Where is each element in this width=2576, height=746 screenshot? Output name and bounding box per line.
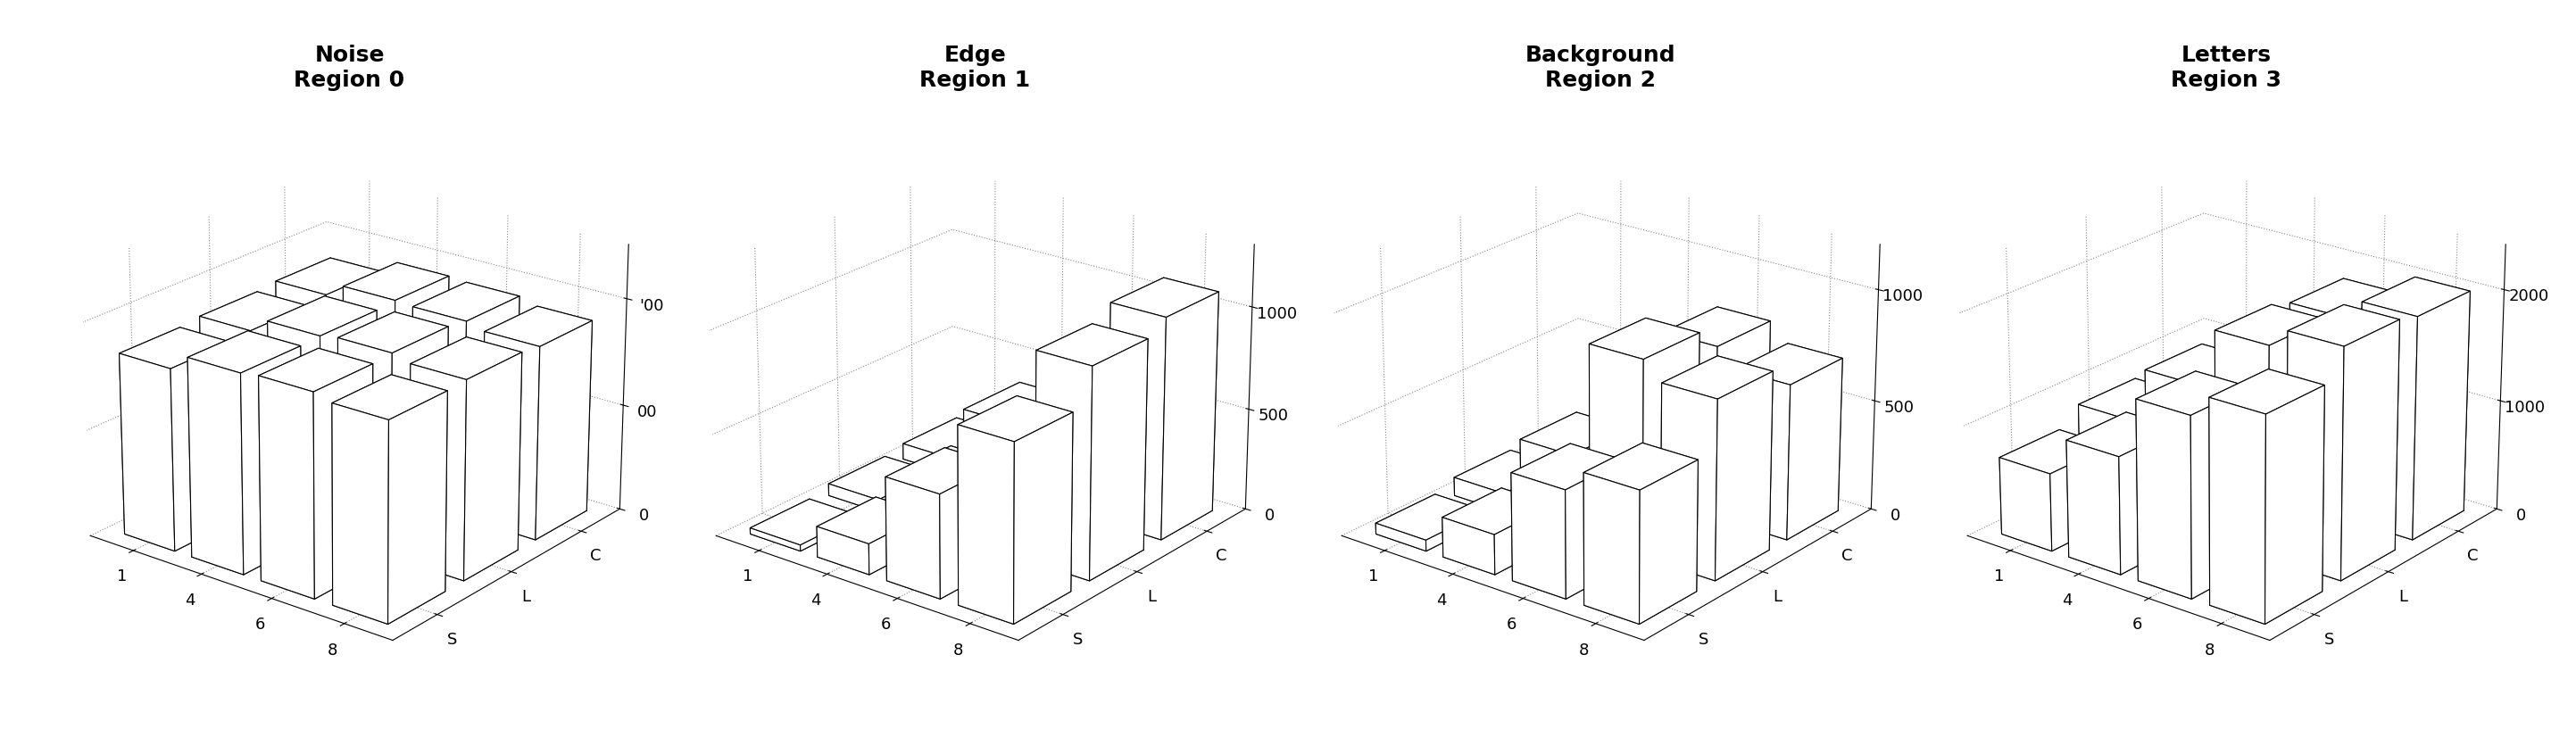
Title: Background
Region 2: Background Region 2 xyxy=(1525,45,1677,91)
Title: Edge
Region 1: Edge Region 1 xyxy=(920,45,1030,91)
Title: Noise
Region 0: Noise Region 0 xyxy=(294,45,404,91)
Title: Letters
Region 3: Letters Region 3 xyxy=(2172,45,2282,91)
